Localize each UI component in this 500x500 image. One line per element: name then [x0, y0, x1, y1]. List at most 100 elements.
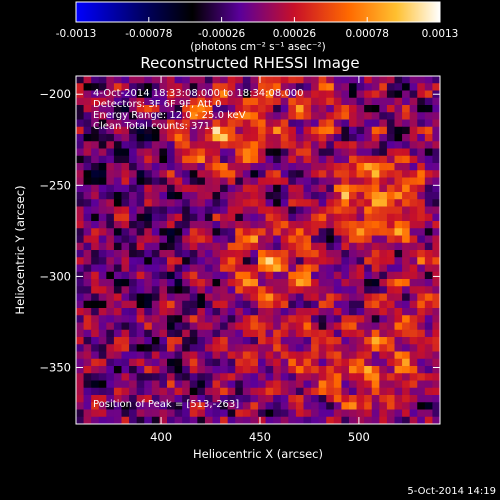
heatmap-cell — [136, 373, 145, 381]
heatmap-cell — [144, 119, 153, 128]
heatmap-cell — [265, 315, 274, 323]
heatmap-cell — [189, 199, 198, 207]
heatmap-cell — [356, 329, 365, 338]
heatmap-cell — [235, 402, 244, 410]
heatmap-cell — [189, 126, 198, 135]
heatmap-cell — [326, 337, 335, 345]
heatmap-cell — [356, 373, 365, 381]
heatmap-cell — [151, 409, 160, 418]
heatmap-cell — [311, 228, 320, 236]
annotation-detectors: Detectors: 3F 6F 9F, Att 0 — [93, 99, 221, 110]
heatmap-cell — [129, 286, 138, 294]
heatmap-cell — [98, 97, 107, 106]
heatmap-cell — [280, 293, 289, 302]
heatmap-cell — [265, 199, 274, 207]
heatmap-cell — [371, 387, 380, 396]
heatmap-cell — [220, 395, 229, 403]
heatmap-cell — [417, 184, 426, 193]
heatmap-cell — [371, 141, 380, 149]
heatmap-cell — [136, 155, 145, 164]
heatmap-cell — [250, 402, 259, 410]
heatmap-cell — [371, 286, 380, 294]
heatmap-cell — [151, 337, 160, 345]
heatmap-cell — [159, 279, 168, 287]
heatmap-cell — [280, 126, 289, 135]
heatmap-cell — [364, 366, 373, 374]
heatmap-cell — [204, 235, 213, 244]
heatmap-cell — [409, 177, 418, 186]
heatmap-cell — [280, 279, 289, 287]
heatmap-cell — [113, 300, 122, 309]
heatmap-cell — [167, 271, 175, 280]
heatmap-cell — [144, 206, 153, 215]
heatmap-cell — [371, 206, 380, 215]
heatmap-cell — [402, 395, 411, 403]
heatmap-cell — [356, 163, 365, 171]
heatmap-cell — [341, 402, 350, 410]
heatmap-cell — [364, 105, 373, 113]
heatmap-cell — [189, 141, 198, 149]
heatmap-cell — [121, 300, 130, 309]
heatmap-cell — [311, 177, 320, 186]
heatmap-cell — [167, 170, 175, 178]
x-tick-label: 400 — [150, 430, 172, 444]
heatmap-cell — [356, 300, 365, 309]
heatmap-cell — [432, 409, 441, 418]
heatmap-cell — [76, 83, 84, 91]
heatmap-cell — [204, 221, 213, 229]
heatmap-cell — [432, 170, 441, 178]
heatmap-cell — [295, 155, 304, 164]
heatmap-cell — [333, 293, 342, 302]
heatmap-cell — [311, 250, 320, 258]
heatmap-cell — [113, 322, 122, 331]
heatmap-cell — [432, 141, 441, 149]
heatmap-cell — [371, 380, 380, 389]
heatmap-cell — [311, 242, 320, 251]
heatmap-cell — [76, 250, 84, 258]
heatmap-cell — [424, 416, 433, 425]
heatmap-cell — [136, 344, 145, 352]
heatmap-cell — [288, 192, 297, 200]
heatmap-cell — [182, 322, 191, 331]
heatmap-cell — [144, 250, 153, 258]
heatmap-cell — [303, 177, 312, 186]
heatmap-cell — [212, 97, 221, 106]
heatmap-cell — [273, 329, 282, 338]
heatmap-cell — [371, 409, 380, 418]
heatmap-cell — [151, 322, 160, 331]
heatmap-cell — [91, 257, 100, 265]
heatmap-cell — [295, 351, 304, 360]
heatmap-cell — [326, 213, 335, 222]
heatmap-cell — [295, 192, 304, 200]
heatmap-cell — [341, 242, 350, 251]
heatmap-cell — [182, 155, 191, 164]
heatmap-cell — [204, 300, 213, 309]
heatmap-cell — [106, 177, 115, 186]
heatmap-cell — [409, 308, 418, 316]
heatmap-cell — [273, 170, 282, 178]
heatmap-cell — [402, 141, 411, 149]
heatmap-cell — [167, 213, 175, 222]
heatmap-cell — [417, 271, 426, 280]
heatmap-cell — [220, 242, 229, 251]
heatmap-cell — [258, 163, 266, 171]
heatmap-cell — [273, 271, 282, 280]
heatmap-cell — [432, 402, 441, 410]
heatmap-cell — [288, 177, 297, 186]
heatmap-cell — [159, 163, 168, 171]
heatmap-cell — [424, 293, 433, 302]
heatmap-cell — [113, 315, 122, 323]
heatmap-cell — [106, 366, 115, 374]
heatmap-cell — [151, 351, 160, 360]
heatmap-cell — [167, 228, 175, 236]
heatmap-cell — [311, 366, 320, 374]
heatmap-cell — [98, 409, 107, 418]
heatmap-cell — [333, 337, 342, 345]
heatmap-cell — [121, 366, 130, 374]
heatmap-cell — [258, 76, 266, 84]
heatmap-cell — [326, 409, 335, 418]
heatmap-cell — [288, 416, 297, 425]
heatmap-cell — [167, 380, 175, 389]
heatmap-cell — [159, 90, 168, 99]
heatmap-cell — [417, 322, 426, 331]
